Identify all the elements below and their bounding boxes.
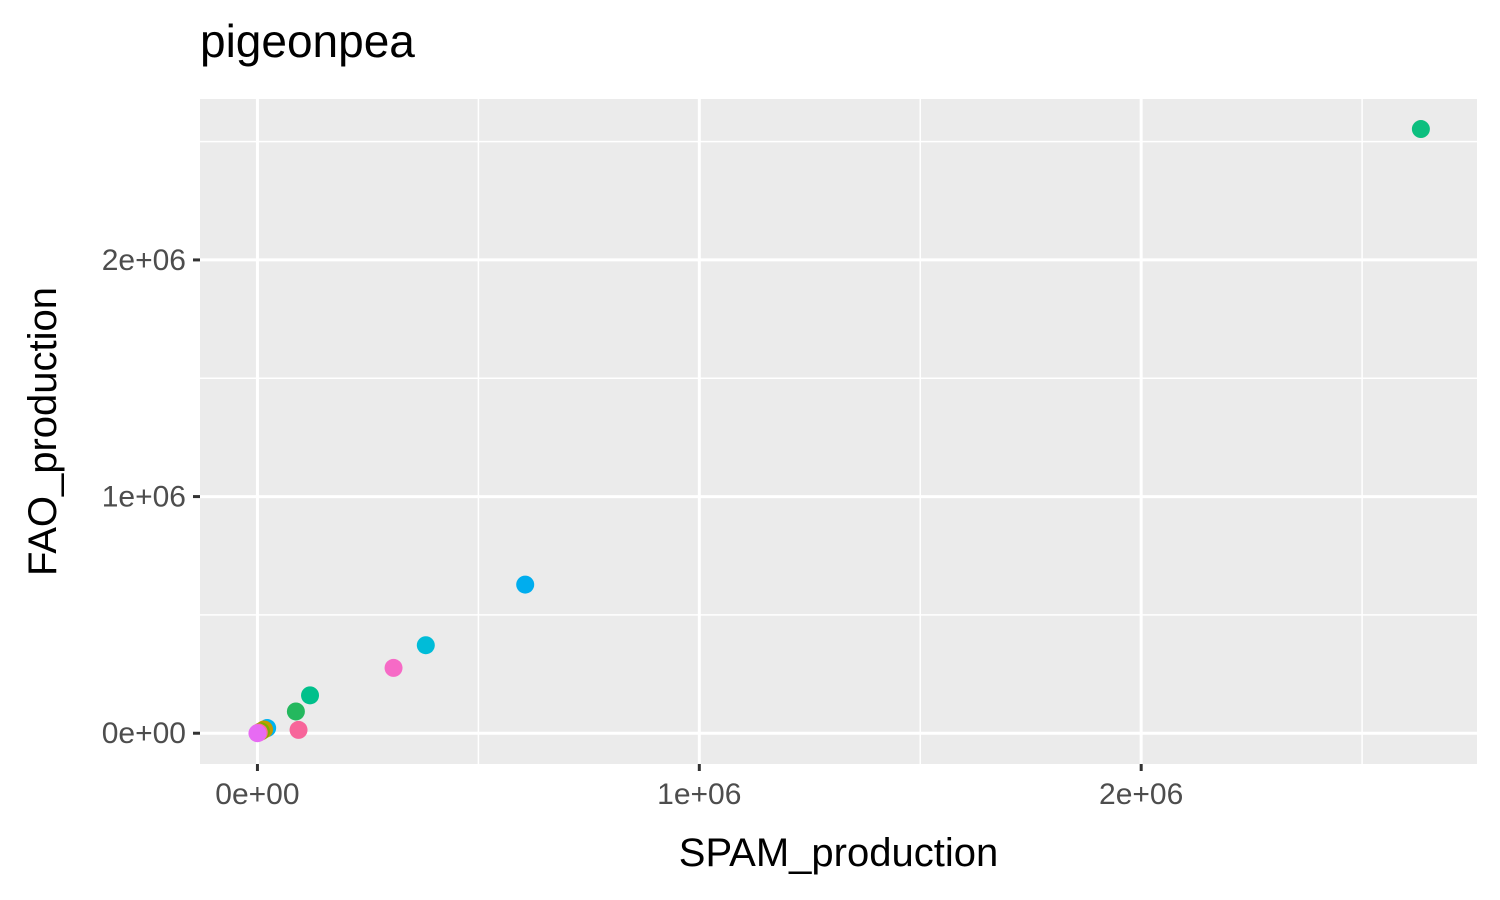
data-points	[248, 120, 1430, 743]
minor-gridlines	[200, 99, 1477, 764]
data-point	[516, 575, 535, 594]
major-gridlines	[200, 99, 1477, 764]
y-axis-title: FAO_production	[21, 287, 65, 576]
data-point	[289, 720, 308, 739]
x-tick-label: 2e+06	[1099, 778, 1183, 811]
data-point	[301, 686, 320, 705]
data-point	[1411, 120, 1430, 139]
y-axis: 0e+00 1e+06 2e+06	[102, 244, 200, 750]
y-tick-label: 0e+00	[102, 717, 186, 750]
data-point	[286, 702, 305, 721]
data-point	[384, 658, 403, 677]
x-axis-title: SPAM_production	[679, 831, 998, 875]
x-tick-label: 1e+06	[657, 778, 741, 811]
y-tick-label: 2e+06	[102, 244, 186, 277]
chart-title: pigeonpea	[200, 15, 415, 67]
y-tick-label: 1e+06	[102, 481, 186, 514]
data-point	[416, 636, 435, 655]
plot-panel	[200, 99, 1477, 764]
x-tick-label: 0e+00	[215, 778, 299, 811]
data-point	[248, 724, 267, 743]
x-axis: 0e+00 1e+06 2e+06	[215, 764, 1183, 811]
